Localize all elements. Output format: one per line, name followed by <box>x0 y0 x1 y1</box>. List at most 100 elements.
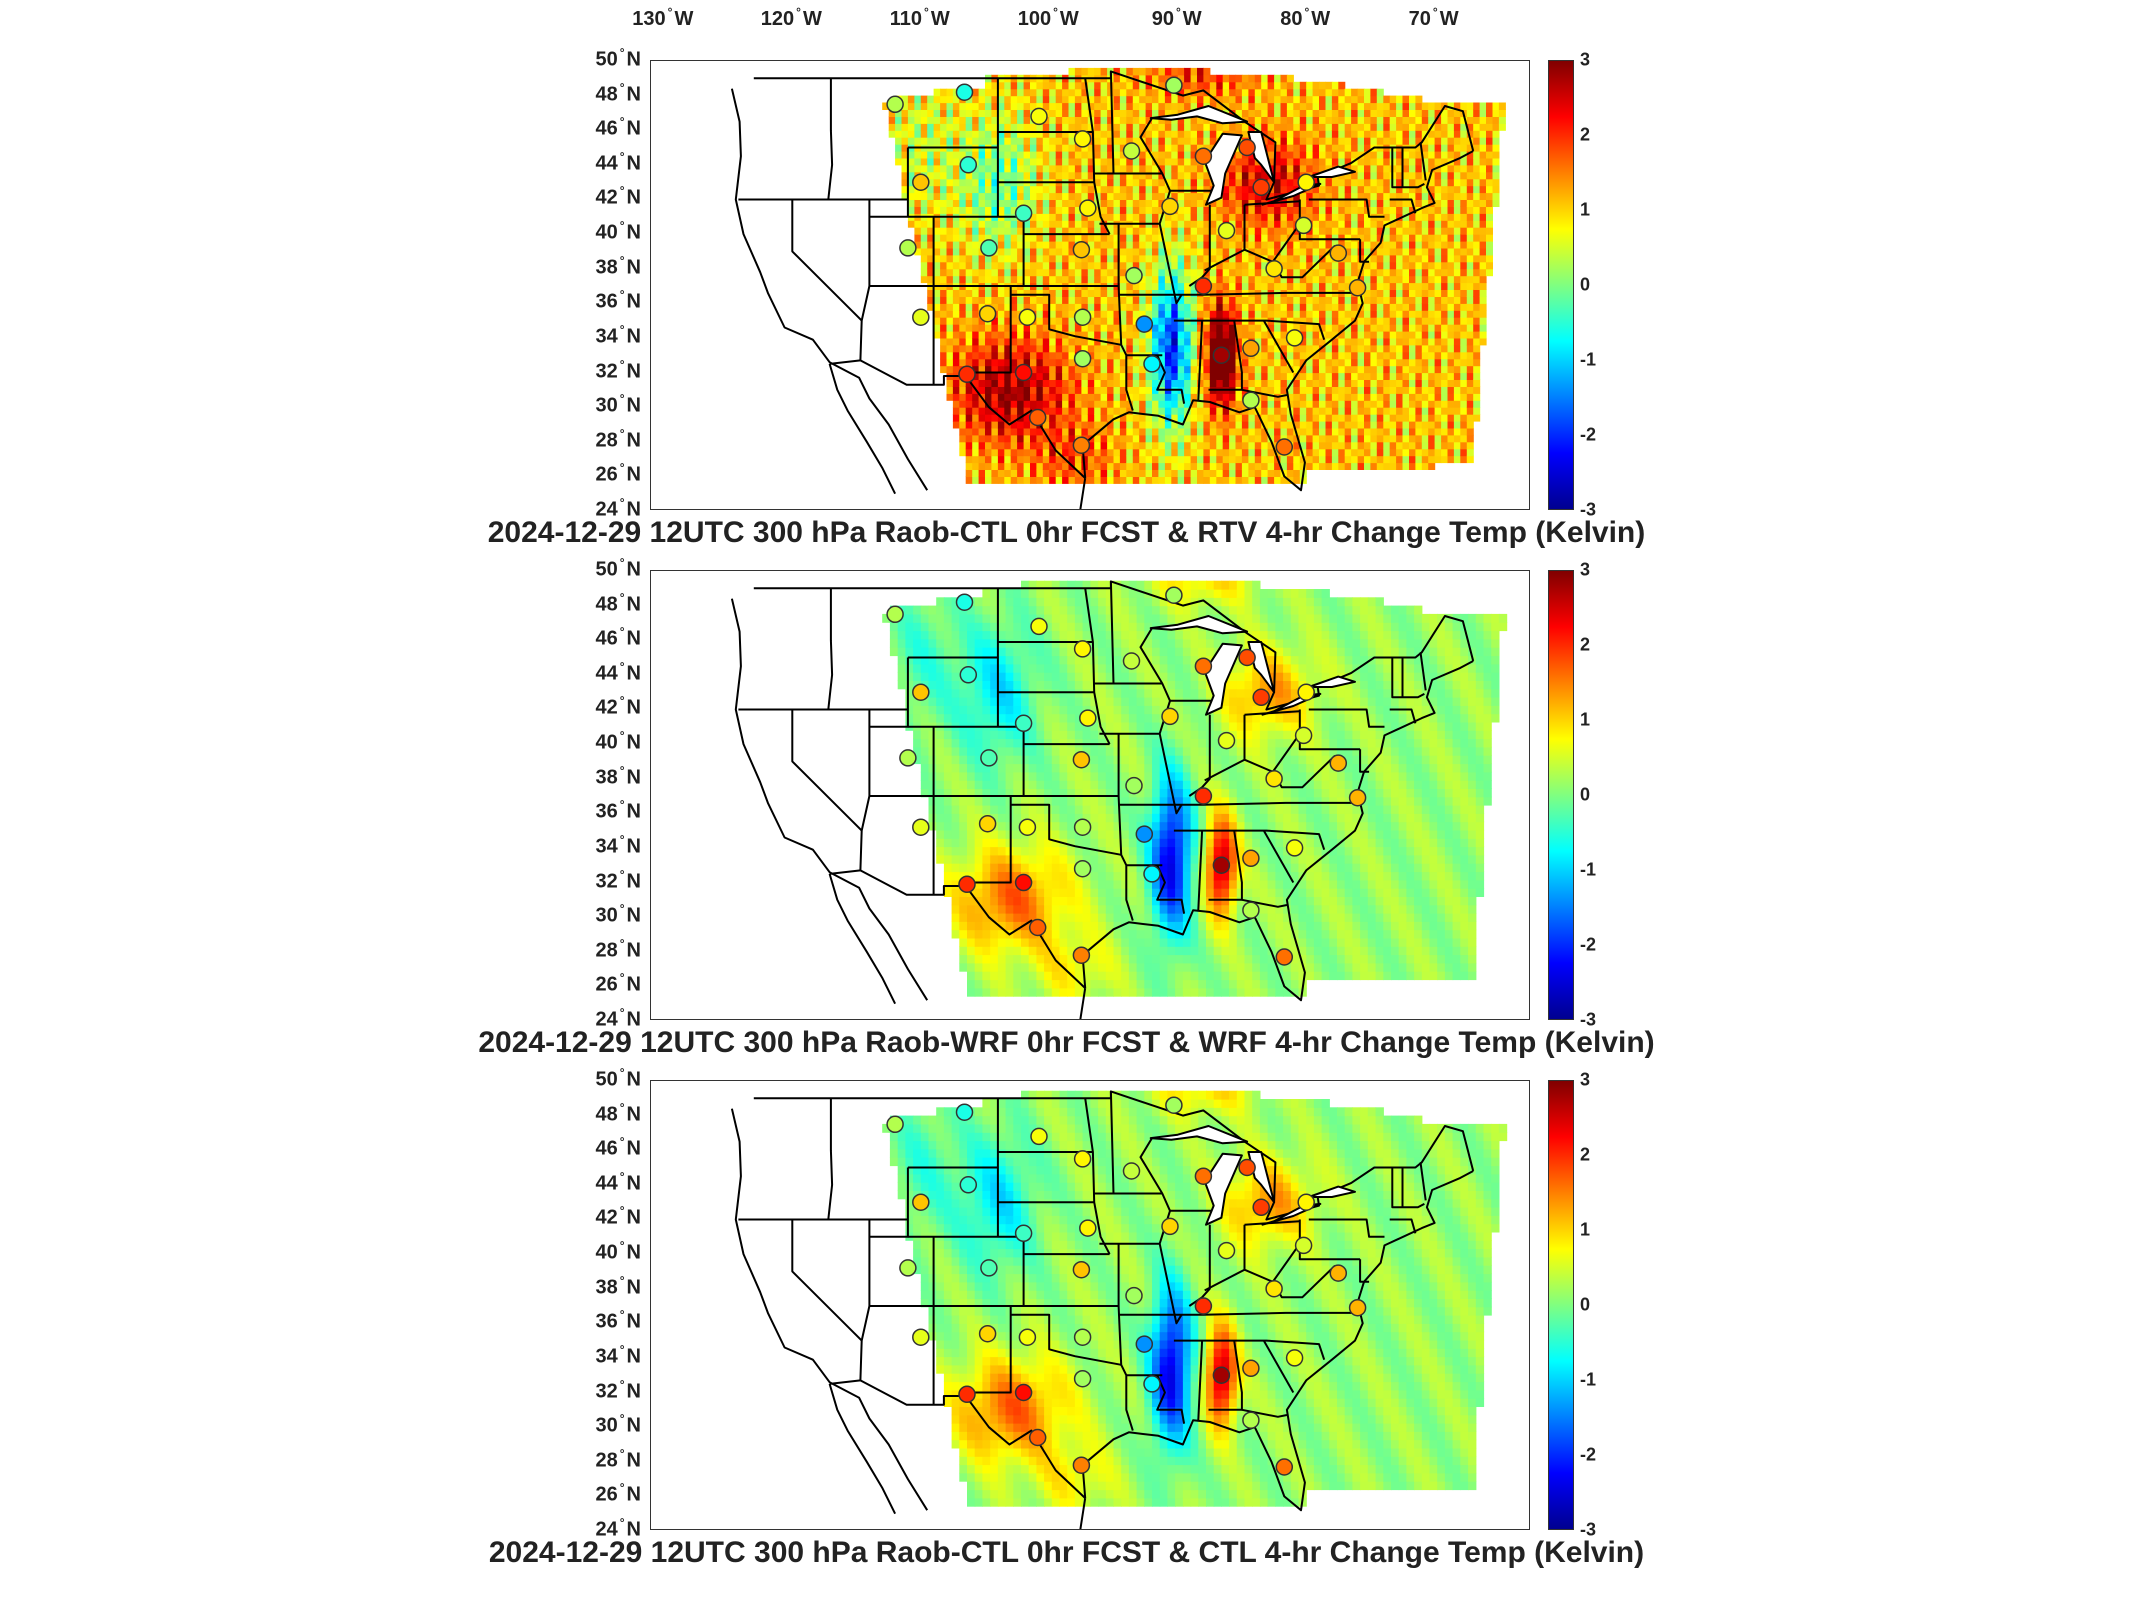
raob-stations <box>886 1096 1367 1476</box>
raob-station-marker <box>1161 197 1179 216</box>
colorbar-tick-label: 0 <box>1580 274 1591 295</box>
raob-station-marker <box>1265 1279 1283 1298</box>
latitude-tick-label: 34 ° N <box>595 832 641 858</box>
colorbar-tick-label: -1 <box>1580 859 1597 880</box>
temperature-change-field <box>882 580 1508 997</box>
raob-station-marker <box>1073 349 1092 368</box>
boundary-line <box>1243 1224 1301 1283</box>
raob-station-marker <box>978 1324 997 1343</box>
raob-station-marker <box>959 666 978 684</box>
boundary-line <box>1204 758 1245 782</box>
latitude-tick-label: 50 ° N <box>595 555 641 581</box>
raob-station-marker <box>1194 657 1213 675</box>
raob-station-marker <box>1135 1335 1154 1353</box>
raob-station-marker <box>980 1259 998 1277</box>
latitude-tick-label: 26 ° N <box>595 460 641 486</box>
latitude-tick-label: 38 ° N <box>595 253 641 279</box>
raob-station-marker <box>1165 76 1183 94</box>
colorbar-tick-label: 3 <box>1580 559 1591 580</box>
raob-station-marker <box>1073 859 1092 878</box>
raob-station-marker <box>1252 178 1270 197</box>
colorbar-tick-label: -3 <box>1580 1009 1597 1030</box>
latitude-tick-label: 32 ° N <box>595 357 641 383</box>
raob-station-marker <box>955 1103 974 1121</box>
colorbar <box>1548 60 1574 510</box>
boundary-line <box>1197 320 1204 401</box>
latitude-tick-label: 50 ° N <box>595 1065 641 1091</box>
boundary-line <box>1204 248 1245 272</box>
raob-station-marker <box>1238 138 1256 157</box>
latitude-tick-label: 24 ° N <box>595 1515 641 1541</box>
raob-station-marker <box>912 1328 930 1346</box>
raob-station-marker <box>1079 199 1097 217</box>
raob-station-marker <box>1348 1298 1367 1317</box>
raob-station-marker <box>886 1115 904 1134</box>
raob-station-marker <box>978 814 997 833</box>
colorbar-tick-label: -1 <box>1580 1369 1597 1390</box>
latitude-tick-label: 46 ° N <box>595 624 641 650</box>
great-lake <box>1203 1152 1243 1226</box>
boundary-line <box>1081 150 1474 492</box>
boundary-line <box>1081 660 1474 1002</box>
raob-station-marker <box>1014 1224 1033 1243</box>
colorbar-tick-label: 0 <box>1580 1294 1591 1315</box>
great-lake <box>1149 615 1249 635</box>
boundary-line <box>1262 320 1295 373</box>
longitude-tick-label: 80 ° W <box>1280 5 1331 30</box>
longitude-tick-label: 110 ° W <box>889 5 950 30</box>
boundary-line <box>1197 830 1204 911</box>
raob-station-marker <box>1275 948 1294 966</box>
raob-station-marker <box>1194 1297 1213 1315</box>
raob-station-marker <box>1165 1096 1183 1114</box>
boundary-line <box>1188 204 1211 287</box>
boundary-line <box>1419 142 1427 181</box>
boundary-line <box>1010 293 1122 346</box>
raob-station-marker <box>958 875 976 894</box>
latitude-tick-label: 42 ° N <box>595 693 641 719</box>
longitude-tick-label: 120 ° W <box>760 5 822 30</box>
raob-station-marker <box>1217 221 1236 240</box>
raob-station-marker <box>1135 315 1154 333</box>
latitude-tick-label: 48 ° N <box>595 1100 641 1126</box>
map-boundaries <box>730 580 1475 1019</box>
colorbar-tick-label: -2 <box>1580 934 1597 955</box>
great-lake <box>1307 1185 1356 1198</box>
raob-station-marker <box>1348 788 1367 807</box>
latitude-tick-label: 30 ° N <box>595 901 641 927</box>
boundary-line <box>1389 1218 1417 1234</box>
boundary-line <box>1081 1170 1474 1512</box>
boundary-line <box>1391 657 1425 699</box>
raob-station-marker <box>1285 329 1304 347</box>
raob-station-marker <box>1275 1458 1294 1476</box>
colorbar-tick-label: 2 <box>1580 124 1591 145</box>
raob-station-marker <box>1073 640 1092 658</box>
colorbar-tick-label: -3 <box>1580 1519 1597 1540</box>
latitude-tick-label: 46 ° N <box>595 1134 641 1160</box>
colorbar <box>1548 570 1574 1020</box>
raob-station-marker <box>1135 825 1154 843</box>
raob-station-marker <box>1294 726 1313 745</box>
boundary-line <box>1084 1098 1111 1255</box>
colorbar-tick-label: 1 <box>1580 199 1591 220</box>
raob-station-marker <box>1252 1198 1270 1217</box>
raob-station-marker <box>1265 259 1283 278</box>
raob-station-marker <box>1348 278 1367 297</box>
boundary-line <box>964 286 1012 374</box>
raob-station-marker <box>959 1176 978 1194</box>
latitude-tick-label: 26 ° N <box>595 970 641 996</box>
raob-station-marker <box>1329 244 1348 262</box>
map-boundaries <box>730 1090 1475 1529</box>
boundary-line <box>1208 830 1243 901</box>
colorbar-tick-label: -2 <box>1580 1444 1597 1465</box>
boundary-line <box>1117 733 1134 921</box>
longitude-axis-top: 130 ° W 120 ° W 110 ° W 100 ° W 90 ° W 80 ° W 70 ° W <box>0 0 2133 40</box>
boundary-line <box>1419 1162 1427 1201</box>
boundary-line <box>730 88 929 491</box>
raob-station-marker <box>1030 1127 1048 1146</box>
raob-station-marker <box>1014 363 1033 382</box>
raob-station-marker <box>1161 1217 1179 1236</box>
raob-station-marker <box>980 749 998 767</box>
latitude-tick-label: 40 ° N <box>595 728 641 754</box>
latitude-tick-label: 26 ° N <box>595 1480 641 1506</box>
raob-station-marker <box>1242 901 1260 919</box>
